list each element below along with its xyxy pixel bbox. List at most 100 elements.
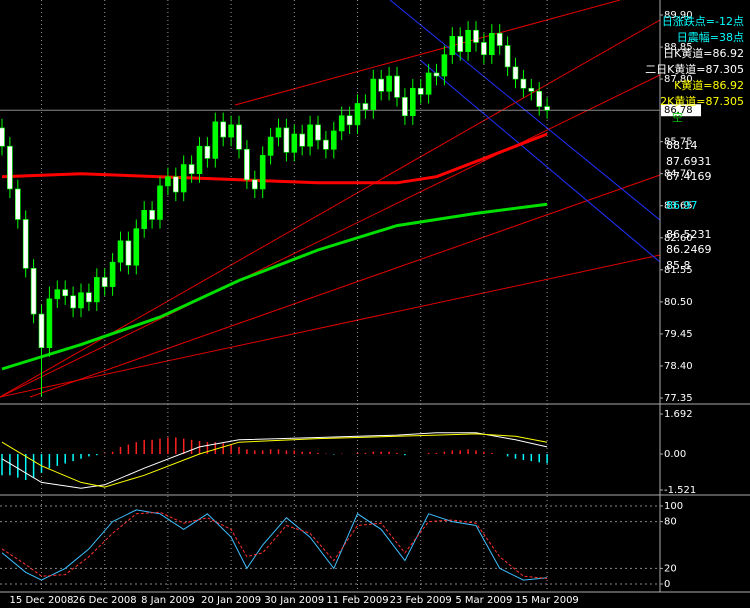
y-tick-label: 20 (664, 563, 677, 574)
y-tick-label: 87.80 (664, 74, 693, 85)
y-tick-label: 100 (664, 501, 683, 512)
info-text: 空 (672, 110, 683, 124)
y-tick-label: 77.35 (664, 393, 693, 404)
candle-body (38, 313, 45, 348)
candle-body (449, 36, 456, 55)
y-tick-label: 83.65 (664, 201, 693, 212)
candle-body (378, 78, 385, 92)
level-text: 85.8 (666, 259, 691, 272)
current-price-label: 86.78 (664, 105, 693, 116)
level-text: 87.4169 (666, 170, 712, 183)
candle-body (330, 130, 337, 150)
info-text: 日涨跌点=-12点 (662, 14, 744, 28)
x-tick-label: 15 Mar 2009 (515, 595, 578, 606)
candle-body (173, 176, 179, 193)
candle-body (94, 277, 100, 303)
x-tick-label: 5 Mar 2009 (455, 595, 512, 606)
candle-body (252, 179, 258, 190)
candle-body (528, 87, 535, 92)
candle-body (117, 240, 124, 263)
y-tick-label: 78.40 (664, 361, 693, 372)
candle-body (165, 176, 171, 187)
y-tick-label: 88.85 (664, 42, 693, 53)
current-price-box (661, 104, 701, 117)
candle-body (465, 29, 471, 52)
candle-body (346, 115, 353, 126)
level-text: 86.2469 (666, 243, 712, 256)
candle-body (109, 261, 116, 287)
indicator-line (1, 509, 548, 581)
x-tick-label: 26 Dec 2008 (73, 595, 137, 606)
y-tick-label: 89.90 (664, 10, 693, 21)
trendline (419, 59, 661, 263)
candle-body (7, 145, 13, 190)
y-tick-label: -1.521 (664, 485, 696, 496)
trendline (0, 74, 661, 398)
candle-body (22, 219, 29, 269)
candle-body (259, 155, 266, 190)
y-tick-label: 80.50 (664, 297, 693, 308)
candle-body (536, 90, 543, 107)
candle-body (220, 121, 226, 138)
y-tick-label: 81.55 (664, 265, 693, 276)
candle-body (402, 97, 408, 117)
indicator-line (1, 432, 548, 489)
candle-body (394, 75, 400, 98)
candle-body (299, 133, 306, 147)
candle-body (283, 127, 290, 153)
candle-body (409, 87, 416, 117)
candle-body (196, 145, 203, 174)
info-text: 日震幅=38点 (677, 31, 744, 44)
candle-body (149, 210, 155, 220)
candle-body (362, 103, 369, 110)
candle-body (441, 54, 448, 77)
candle-body (457, 36, 464, 52)
candle-body (141, 210, 147, 229)
candle-body (30, 267, 37, 315)
x-tick-label: 30 Jan 2009 (264, 595, 324, 606)
candle-body (15, 188, 21, 220)
candle-body (386, 75, 392, 92)
candle-body (267, 136, 274, 156)
candle-body (481, 42, 487, 55)
candle-body (125, 240, 132, 266)
candle-body (78, 292, 84, 309)
info-text: 二日K黄道=87.305 (645, 62, 744, 76)
candle-body (370, 78, 377, 110)
candle-body (204, 145, 211, 159)
y-tick-label: 79.45 (664, 329, 693, 340)
candle-body (338, 115, 345, 132)
y-tick-label: 0 (664, 579, 670, 590)
candle-body (520, 78, 527, 89)
info-text: 日K黄道=86.92 (663, 46, 744, 60)
candle-body (496, 33, 503, 46)
candle-body (433, 72, 440, 77)
candle-body (504, 45, 511, 68)
candle-body (275, 127, 282, 138)
y-tick-label: 84.70 (664, 169, 693, 180)
x-tick-label: 23 Feb 2009 (390, 595, 452, 606)
candle-body (86, 292, 92, 303)
candle-body (180, 164, 187, 193)
candle-body (307, 124, 313, 147)
indicator-line (1, 511, 548, 579)
candle-body (544, 106, 550, 111)
y-tick-label: 85.75 (664, 137, 693, 148)
candle-body (291, 133, 298, 153)
candle-body (188, 164, 195, 174)
candle-body (54, 289, 61, 300)
candle-body (133, 228, 140, 266)
candle-body (46, 298, 53, 348)
candle-body (101, 277, 108, 287)
candle-body (425, 72, 432, 95)
level-text: 86.97 (666, 199, 698, 212)
trendline (29, 174, 661, 398)
y-tick-label: 82.60 (664, 233, 693, 244)
candle-body (157, 185, 163, 220)
candle-body (417, 87, 424, 95)
x-tick-label: 8 Jan 2009 (141, 595, 195, 606)
candle-body (315, 124, 321, 141)
level-text: 86.5231 (666, 228, 712, 241)
x-tick-label: 20 Jan 2009 (201, 595, 261, 606)
